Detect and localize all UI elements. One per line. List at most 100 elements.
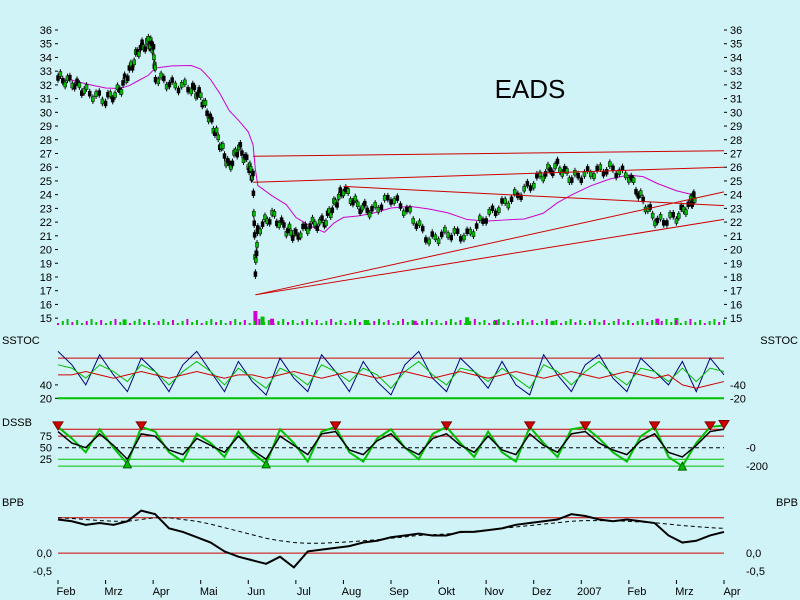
candle-body <box>203 100 208 106</box>
buy-signal-marker <box>261 458 271 469</box>
candle-body <box>216 134 220 141</box>
volume-bar <box>253 321 256 325</box>
bpb-label-right: BPB <box>776 497 798 509</box>
volume-bar <box>660 321 663 325</box>
candle-body <box>103 100 108 107</box>
candle-body <box>634 188 638 195</box>
price-tick-label-right: 24 <box>730 190 742 202</box>
sell-signal-marker <box>579 421 592 431</box>
volume-bar <box>239 322 242 325</box>
candle-body <box>248 166 253 172</box>
candle-body <box>484 218 488 224</box>
price-tick-label-right: 16 <box>730 299 742 311</box>
candle-body <box>138 45 143 51</box>
candle-body <box>370 206 374 212</box>
candle-body <box>636 193 641 199</box>
volume-bar <box>167 322 170 325</box>
candle-body <box>198 92 203 98</box>
price-tick-label-left: 28 <box>40 135 52 147</box>
candle-body <box>650 212 655 219</box>
candle-body <box>360 204 365 211</box>
volume-bar <box>531 320 534 325</box>
sell-signal-marker <box>704 421 717 431</box>
candle-body <box>173 82 178 89</box>
candle-body <box>541 175 545 182</box>
trend-line <box>255 218 725 296</box>
sstoc-series-line <box>57 350 725 396</box>
volume-bar <box>282 319 285 325</box>
volume-bar <box>679 323 682 325</box>
candle-body <box>324 220 328 226</box>
candle-body <box>363 200 367 207</box>
sstoc-label-left: SSTOC <box>2 335 40 347</box>
trend-line <box>343 185 725 207</box>
dssb-series-line <box>57 424 725 468</box>
volume-bar <box>200 323 203 325</box>
volume-bar <box>449 319 452 325</box>
volume-bar <box>90 319 93 325</box>
price-tick-label-left: 34 <box>40 52 52 64</box>
bpb-tick-left: -0,5 <box>33 566 52 578</box>
candle-body <box>490 205 495 212</box>
price-tick-label-left: 20 <box>40 245 52 257</box>
volume-bar <box>655 323 658 325</box>
candle-body <box>611 165 615 172</box>
volume-bar <box>593 319 596 325</box>
candle-body <box>427 238 431 245</box>
volume-bar <box>713 319 716 325</box>
candle-body <box>452 228 457 234</box>
candle-body <box>186 86 190 93</box>
candle-body <box>170 77 174 83</box>
volume-bar <box>171 320 174 325</box>
candle-body <box>392 198 396 204</box>
price-tick-label-left: 32 <box>40 80 52 92</box>
candle-body <box>108 91 113 97</box>
volume-bar <box>627 320 630 325</box>
volume-bar <box>80 323 83 325</box>
dssb-tick-left: 25 <box>40 454 52 466</box>
candle-body <box>238 142 243 148</box>
volume-bar <box>66 319 69 325</box>
candle-body <box>254 257 258 263</box>
candle-body <box>140 39 144 45</box>
volume-bar <box>545 319 548 325</box>
bpb-label-left: BPB <box>2 497 24 509</box>
volume-bar <box>411 320 414 325</box>
candle-body <box>110 96 115 103</box>
volume-bar <box>219 320 222 325</box>
candle-body <box>677 213 681 219</box>
volume-bar <box>425 319 428 325</box>
bpb-average-line <box>57 517 725 544</box>
candle-body <box>528 185 533 191</box>
candle-body <box>398 203 403 209</box>
volume-bar <box>114 319 117 325</box>
price-tick-label-right: 33 <box>730 66 742 78</box>
candle-body <box>617 169 622 175</box>
volume-bar <box>339 320 342 325</box>
candle-body <box>684 209 688 215</box>
price-tick-label-left: 26 <box>40 162 52 174</box>
volume-bar <box>296 323 299 325</box>
candle-body <box>341 190 346 197</box>
candle-body <box>308 223 312 229</box>
volume-bar <box>306 319 309 325</box>
candle-body <box>195 92 200 98</box>
volume-bar <box>454 322 457 325</box>
candle-body <box>509 196 514 203</box>
dssb-series-line <box>57 428 725 461</box>
candle-body <box>411 218 415 224</box>
price-tick-label-left: 31 <box>40 94 52 106</box>
volume-bar <box>224 323 227 325</box>
candle-body <box>82 88 86 94</box>
x-tick-label: Sep <box>389 586 409 598</box>
candle-body <box>77 82 82 88</box>
candle-body <box>648 204 653 210</box>
candle-body <box>240 150 244 156</box>
volume-bar <box>272 323 275 325</box>
price-tick-label-right: 32 <box>730 80 742 92</box>
candle-body <box>576 172 580 179</box>
x-tick-label: Jun <box>247 586 265 598</box>
volume-bar <box>349 321 352 325</box>
volume-bar <box>176 323 179 325</box>
